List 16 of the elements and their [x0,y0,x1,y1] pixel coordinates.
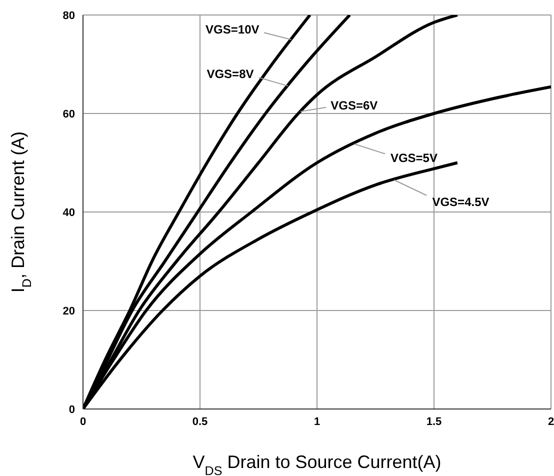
annotation: VGS=4.5V [432,194,490,209]
y-tick-label: 20 [62,305,75,318]
y-tick-label: 80 [62,10,75,22]
y-tick-label: 40 [62,206,75,219]
annotation: VGS=6V [330,98,378,113]
x-tick-label: 1.5 [426,416,442,428]
x-tick-label: 0.5 [192,416,208,428]
annotation: VGS=8V [206,66,254,81]
x-tick-label: 2 [548,416,554,428]
x-tick-label: 0 [80,416,86,428]
x-axis-title: V$_{DS}$ Drain to Source Current(A) [192,452,442,476]
y-tick-label: 60 [62,108,75,120]
annotation: VGS=5V [390,151,438,166]
x-tick-label: 1 [314,416,320,428]
y-tick-label: 0 [68,404,75,416]
annotation: VGS=10V [206,22,260,37]
